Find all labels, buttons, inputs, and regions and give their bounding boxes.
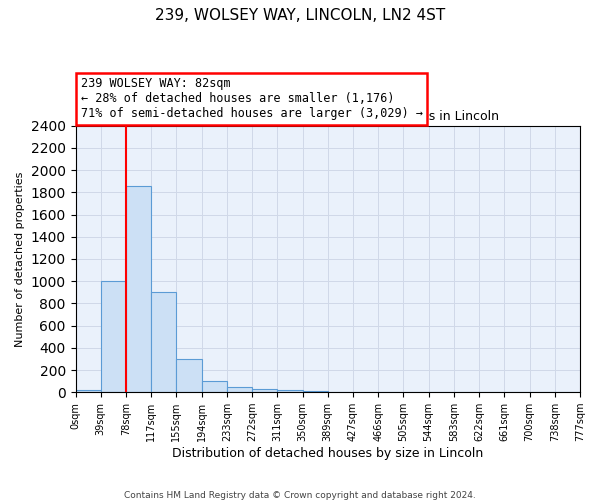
Bar (101, 281, 126, 392)
X-axis label: Distribution of detached houses by size in Lincoln: Distribution of detached houses by size … (172, 447, 484, 460)
Bar (76, 390, 101, 392)
Bar (252, 390, 277, 392)
Text: 239 WOLSEY WAY: 82sqm
← 28% of detached houses are smaller (1,176)
71% of semi-d: 239 WOLSEY WAY: 82sqm ← 28% of detached … (80, 78, 422, 120)
Bar (151, 292, 176, 392)
Bar (126, 186, 151, 392)
Text: Contains HM Land Registry data © Crown copyright and database right 2024.: Contains HM Land Registry data © Crown c… (124, 490, 476, 500)
Bar (227, 387, 252, 392)
Text: 239, WOLSEY WAY, LINCOLN, LN2 4ST: 239, WOLSEY WAY, LINCOLN, LN2 4ST (155, 8, 445, 22)
Bar (202, 381, 227, 392)
Bar (176, 359, 202, 392)
Y-axis label: Number of detached properties: Number of detached properties (15, 172, 25, 346)
Bar (277, 390, 302, 392)
Title: Size of property relative to detached houses in Lincoln: Size of property relative to detached ho… (157, 110, 499, 123)
Bar (302, 390, 328, 392)
